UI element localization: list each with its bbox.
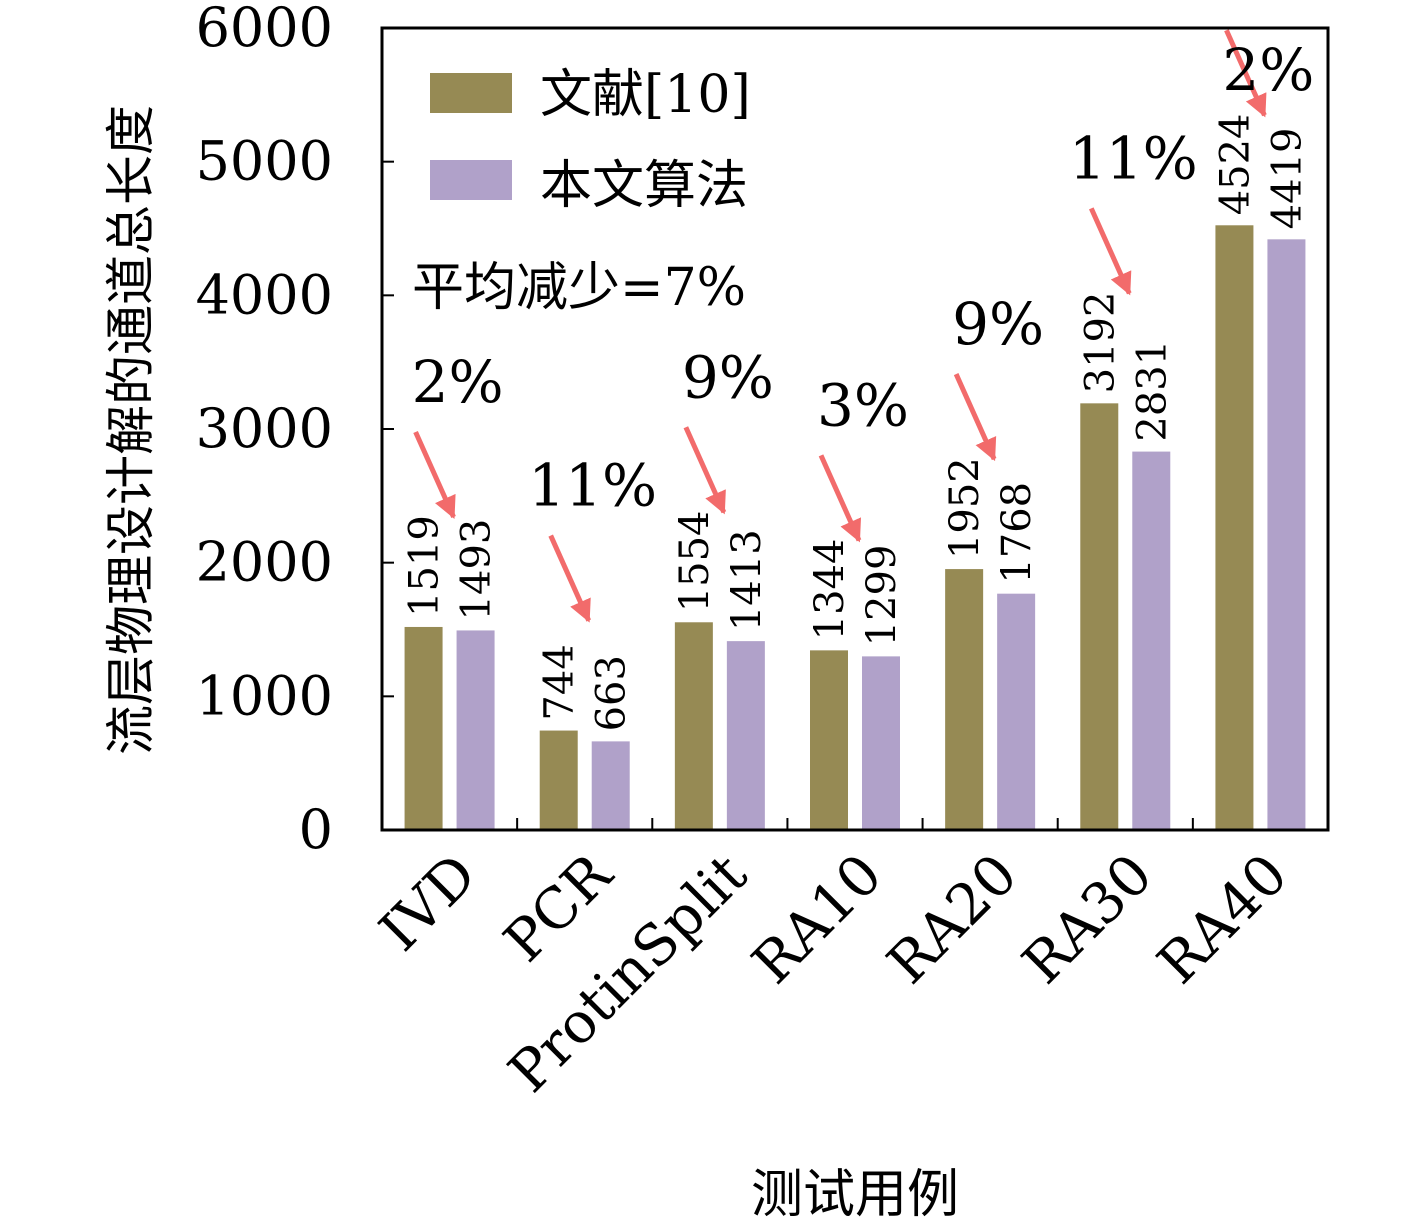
bar-ProtinSplit-series-0 (674, 622, 713, 830)
reduction-arrow (818, 454, 862, 543)
bar-RA40-series-0 (1215, 225, 1254, 831)
x-tick-label: IVD (368, 842, 490, 964)
x-axis-label: 测试用例 (751, 1165, 959, 1225)
reduction-label: 3% (817, 371, 909, 439)
bar-value-label: 4524 (1212, 113, 1258, 215)
reduction-arrow (413, 430, 456, 520)
x-tick-label: RA10 (740, 842, 895, 997)
bar-RA20-series-1 (997, 593, 1036, 830)
x-tick-label: RA30 (1010, 842, 1165, 997)
y-tick-label: 0 (299, 798, 333, 861)
bar-value-label: 1554 (672, 510, 718, 612)
bar-RA10-series-0 (810, 650, 848, 830)
bar-ProtinSplit-series-1 (726, 641, 765, 830)
reduction-label: 2% (412, 348, 504, 416)
y-tick-label: 4000 (196, 263, 333, 326)
reduction-label: 9% (952, 290, 1044, 358)
y-tick-label: 2000 (196, 531, 333, 594)
bar-RA10-series-1 (862, 656, 900, 830)
y-axis-label: 流层物理设计解的通道总长度 (102, 105, 160, 755)
bar-RA30-series-1 (1132, 451, 1171, 830)
y-axis-ticks: 0 1000 2000 3000 4000 5000 6000 (196, 0, 394, 861)
reduction-label: 11% (528, 452, 657, 520)
reduction-arrow (1224, 29, 1267, 118)
bar-value-label: 4419 (1264, 128, 1310, 230)
reduction-label: 2% (1222, 36, 1314, 104)
bar-value-label: 1768 (994, 482, 1040, 584)
bar-value-label: 1299 (859, 545, 905, 647)
bar-value-label: 1952 (942, 457, 988, 559)
y-tick-label: 3000 (196, 397, 333, 460)
reduction-arrow (548, 534, 591, 623)
reduction-arrow (953, 373, 997, 462)
y-tick-label: 6000 (196, 0, 333, 59)
bar-RA40-series-1 (1267, 239, 1306, 830)
reduction-arrow (683, 426, 727, 515)
x-tick-label: RA20 (875, 842, 1030, 997)
bar-IVD-series-1 (456, 630, 495, 830)
x-tick-label: RA40 (1146, 842, 1301, 997)
bar-PCR-series-1 (591, 741, 630, 830)
bar-PCR-series-0 (539, 730, 578, 830)
legend-label-series-a: 文献[10] (540, 65, 751, 125)
bar-value-label: 1413 (724, 529, 770, 631)
legend-swatch-series-a (430, 73, 512, 113)
reduction-arrow (1089, 207, 1132, 296)
bar-value-labels: 1519 1493 744 663 1554 1413 1344 1299 1952 1768 31… (402, 113, 1311, 731)
bar-value-label: 1493 (454, 519, 500, 621)
y-tick-label: 1000 (196, 664, 333, 727)
bar-value-label: 663 (589, 655, 635, 731)
bar-value-label: 1344 (807, 539, 853, 641)
summary-note: 平均减少=7% (412, 258, 746, 318)
reduction-label: 11% (1069, 124, 1198, 192)
bar-RA30-series-0 (1080, 403, 1119, 830)
bar-value-label: 1519 (402, 515, 448, 617)
bar-value-label: 744 (537, 644, 583, 720)
reduction-annotations: 2% 11% 9% 3% 9% 11% 2% (412, 29, 1314, 623)
bar-value-label: 3192 (1077, 292, 1123, 394)
plot-frame (380, 26, 1330, 832)
legend-swatch-series-b (430, 160, 512, 200)
bar-value-label: 2831 (1129, 340, 1175, 442)
y-tick-label: 5000 (196, 130, 333, 193)
bar-IVD-series-0 (404, 626, 443, 830)
legend-label-series-b: 本文算法 (540, 156, 748, 216)
bars (404, 225, 1306, 831)
bar-RA20-series-0 (945, 569, 984, 830)
legend: 文献[10] 本文算法 (430, 65, 751, 216)
reduction-label: 9% (682, 343, 774, 411)
